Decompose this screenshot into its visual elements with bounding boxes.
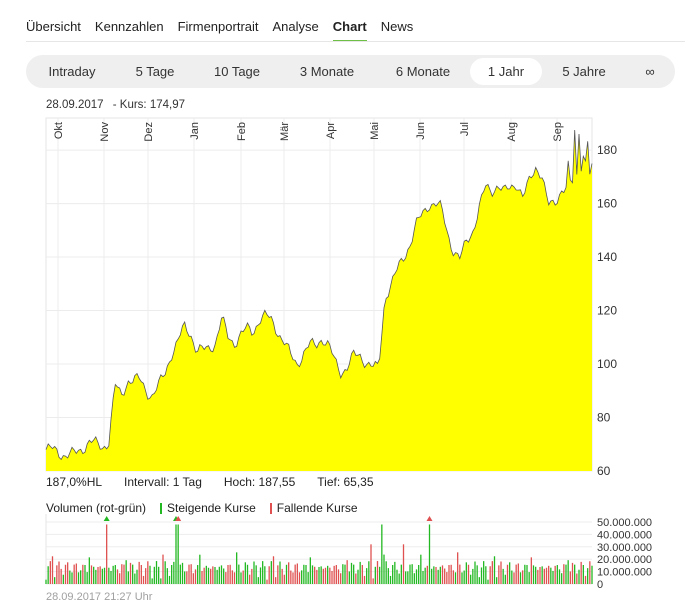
- legend-rising: Steigende Kurse: [160, 501, 256, 515]
- y-tick-label: 140: [597, 250, 617, 264]
- month-label: Feb: [236, 122, 248, 141]
- volume-tick-label: 10.000.000: [597, 567, 652, 579]
- volume-overflow-marker: [103, 516, 110, 521]
- tab-3[interactable]: Analyse: [272, 19, 319, 34]
- nav-divider: [26, 41, 685, 42]
- range-6[interactable]: 5 Jahre: [562, 64, 606, 79]
- rising-swatch: [160, 502, 163, 514]
- falling-swatch: [269, 502, 272, 514]
- range-4[interactable]: 6 Monate: [395, 64, 451, 79]
- range-3[interactable]: 3 Monate: [299, 64, 355, 79]
- y-tick-label: 160: [597, 197, 617, 211]
- price-area: [46, 130, 592, 471]
- y-tick-label: 180: [597, 143, 617, 157]
- range-7[interactable]: ∞: [645, 64, 655, 79]
- month-label: Sep: [552, 122, 564, 142]
- quote-price: - Kurs: 174,97: [112, 99, 185, 111]
- stat-change: 187,0%HL: [46, 475, 103, 489]
- stat-high: Hoch: 187,55: [223, 475, 296, 489]
- volume-tick-label: 30.000.000: [597, 542, 652, 554]
- volume-title: Volumen (rot-grün): [46, 501, 147, 515]
- volume-legend: Volumen (rot-grün) Steigende Kurse Falle…: [46, 501, 372, 515]
- stat-interval: Intervall: 1 Tag: [124, 475, 202, 489]
- price-line: [45, 129, 593, 461]
- y-tick-label: 60: [597, 464, 611, 478]
- month-label: Jan: [189, 122, 201, 140]
- month-label: Aug: [506, 122, 518, 142]
- month-label: Mai: [369, 122, 381, 140]
- legend-falling-label: Fallende Kurse: [276, 501, 358, 515]
- range-1[interactable]: 5 Tage: [135, 64, 175, 79]
- tab-2[interactable]: Firmenportrait: [177, 19, 259, 34]
- volume-tick-label: 50.000.000: [597, 517, 652, 529]
- y-tick-label: 100: [597, 357, 617, 371]
- y-tick-label: 120: [597, 304, 617, 318]
- range-5[interactable]: 1 Jahr: [470, 58, 542, 85]
- chart-stats: 187,0%HL Intervall: 1 Tag Hoch: 187,55 T…: [46, 475, 396, 489]
- chart-subheader: 28.09.2017 - Kurs: 174,97: [46, 99, 191, 111]
- range-0[interactable]: Intraday: [48, 64, 96, 79]
- tab-0[interactable]: Übersicht: [26, 19, 81, 34]
- month-label: Okt: [53, 122, 65, 139]
- month-label: Nov: [99, 122, 111, 142]
- y-tick-label: 80: [597, 411, 611, 425]
- quote-date: 28.09.2017: [46, 99, 104, 111]
- footer-timestamp: 28.09.2017 21:27 Uhr: [46, 591, 153, 603]
- range-selector: Intraday 5 Tage 10 Tage 3 Monate 6 Monate 1 J…: [26, 55, 675, 88]
- volume-tick-label: 20.000.000: [597, 554, 652, 566]
- month-label: Jun: [415, 122, 427, 140]
- range-2[interactable]: 10 Tage: [213, 64, 261, 79]
- legend-falling: Fallende Kurse: [269, 501, 358, 515]
- volume-tick-label: 40.000.000: [597, 529, 652, 541]
- stat-low: Tief: 65,35: [317, 475, 374, 489]
- tab-5[interactable]: News: [380, 19, 414, 34]
- volume-overflow-marker: [175, 516, 182, 521]
- month-label: Mär: [279, 122, 291, 141]
- month-label: Apr: [325, 122, 337, 139]
- tab-1[interactable]: Kennzahlen: [94, 19, 164, 34]
- month-label: Jul: [459, 122, 471, 136]
- legend-rising-label: Steigende Kurse: [167, 501, 256, 515]
- volume-tick-label: 0: [597, 579, 603, 591]
- volume-overflow-marker: [426, 516, 433, 521]
- top-navigation: Übersicht Kennzahlen Firmenportrait Analyse…: [26, 19, 427, 42]
- month-label: Dez: [143, 122, 155, 142]
